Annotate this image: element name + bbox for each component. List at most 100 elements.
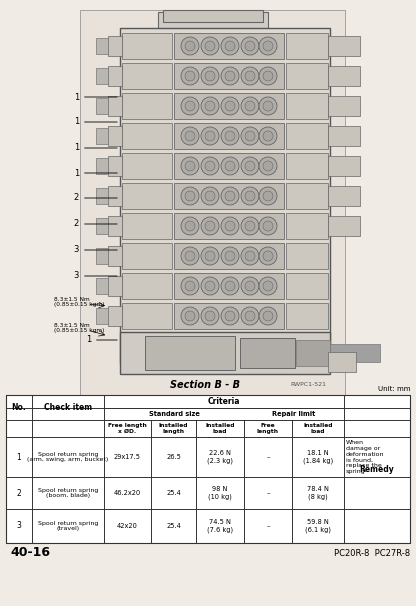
Circle shape — [185, 251, 195, 261]
Bar — [108, 306, 122, 326]
Bar — [120, 28, 330, 363]
Bar — [108, 96, 122, 116]
Text: 3: 3 — [74, 271, 117, 281]
Bar — [122, 213, 172, 239]
Circle shape — [205, 71, 215, 81]
Text: 42x20: 42x20 — [117, 523, 138, 529]
Text: Spool return spring
(arm, swing, arm, bucket): Spool return spring (arm, swing, arm, bu… — [27, 451, 109, 462]
Circle shape — [241, 187, 259, 205]
Text: 18.1 N
(1.84 kg): 18.1 N (1.84 kg) — [303, 450, 333, 464]
Circle shape — [205, 221, 215, 231]
Circle shape — [263, 161, 273, 171]
Circle shape — [181, 277, 199, 295]
Circle shape — [181, 37, 199, 55]
Bar — [286, 33, 328, 59]
Bar — [174, 183, 284, 209]
Bar — [286, 63, 328, 89]
Circle shape — [241, 157, 259, 175]
Circle shape — [263, 311, 273, 321]
Text: When
damage or
deformation
is found,
replace the
spring: When damage or deformation is found, rep… — [346, 440, 384, 474]
Circle shape — [185, 41, 195, 51]
Circle shape — [201, 307, 219, 325]
Circle shape — [245, 71, 255, 81]
Bar — [163, 10, 263, 22]
Text: Standard size: Standard size — [149, 411, 199, 417]
Text: RWPC1-521: RWPC1-521 — [290, 382, 326, 387]
Bar — [96, 278, 108, 294]
Bar — [286, 213, 328, 239]
Circle shape — [259, 217, 277, 235]
Circle shape — [225, 161, 235, 171]
Circle shape — [185, 161, 195, 171]
Bar — [286, 123, 328, 149]
Bar — [96, 218, 108, 234]
Text: Unit: mm: Unit: mm — [377, 386, 410, 392]
Text: 98 N
(10 kg): 98 N (10 kg) — [208, 486, 232, 500]
Circle shape — [241, 37, 259, 55]
Bar — [96, 128, 108, 144]
Text: Spool return spring
(travel): Spool return spring (travel) — [38, 521, 98, 531]
Circle shape — [241, 97, 259, 115]
Bar — [328, 96, 360, 116]
Circle shape — [263, 131, 273, 141]
Text: 78.4 N
(8 kg): 78.4 N (8 kg) — [307, 486, 329, 500]
Bar — [122, 243, 172, 269]
Circle shape — [221, 67, 239, 85]
Text: 46.2x20: 46.2x20 — [114, 490, 141, 496]
Bar — [108, 186, 122, 206]
Bar — [174, 33, 284, 59]
Circle shape — [205, 101, 215, 111]
Circle shape — [181, 157, 199, 175]
Bar — [108, 216, 122, 236]
Circle shape — [241, 307, 259, 325]
Bar — [328, 186, 360, 206]
Text: 3: 3 — [17, 522, 22, 530]
Bar — [174, 153, 284, 179]
Bar — [328, 66, 360, 86]
Text: 2: 2 — [17, 488, 21, 498]
Circle shape — [221, 127, 239, 145]
Circle shape — [205, 311, 215, 321]
Circle shape — [185, 281, 195, 291]
Bar — [174, 243, 284, 269]
Circle shape — [225, 101, 235, 111]
Circle shape — [201, 187, 219, 205]
Circle shape — [181, 187, 199, 205]
Circle shape — [221, 187, 239, 205]
Bar — [122, 63, 172, 89]
Text: –: – — [266, 490, 270, 496]
Bar — [108, 276, 122, 296]
Text: Free length
x ØD.: Free length x ØD. — [108, 423, 147, 434]
Circle shape — [245, 41, 255, 51]
Circle shape — [245, 191, 255, 201]
Bar — [286, 153, 328, 179]
Circle shape — [225, 131, 235, 141]
Bar — [328, 36, 360, 56]
Bar — [174, 213, 284, 239]
Circle shape — [181, 97, 199, 115]
Bar — [145, 336, 235, 370]
Circle shape — [201, 97, 219, 115]
Circle shape — [201, 217, 219, 235]
Bar — [122, 303, 172, 329]
Text: Section B - B: Section B - B — [170, 380, 240, 390]
Circle shape — [263, 221, 273, 231]
Circle shape — [225, 191, 235, 201]
Text: 1: 1 — [74, 144, 117, 153]
Text: 29x17.5: 29x17.5 — [114, 454, 141, 460]
Bar — [122, 153, 172, 179]
Circle shape — [221, 247, 239, 265]
Bar — [174, 93, 284, 119]
Circle shape — [259, 307, 277, 325]
Bar — [286, 303, 328, 329]
Circle shape — [181, 247, 199, 265]
Text: 26.5: 26.5 — [166, 454, 181, 460]
Bar — [174, 123, 284, 149]
Circle shape — [245, 281, 255, 291]
Circle shape — [185, 71, 195, 81]
Circle shape — [225, 71, 235, 81]
Circle shape — [221, 157, 239, 175]
Text: Spool return spring
(boom, blade): Spool return spring (boom, blade) — [38, 488, 98, 498]
Circle shape — [263, 251, 273, 261]
Circle shape — [225, 281, 235, 291]
